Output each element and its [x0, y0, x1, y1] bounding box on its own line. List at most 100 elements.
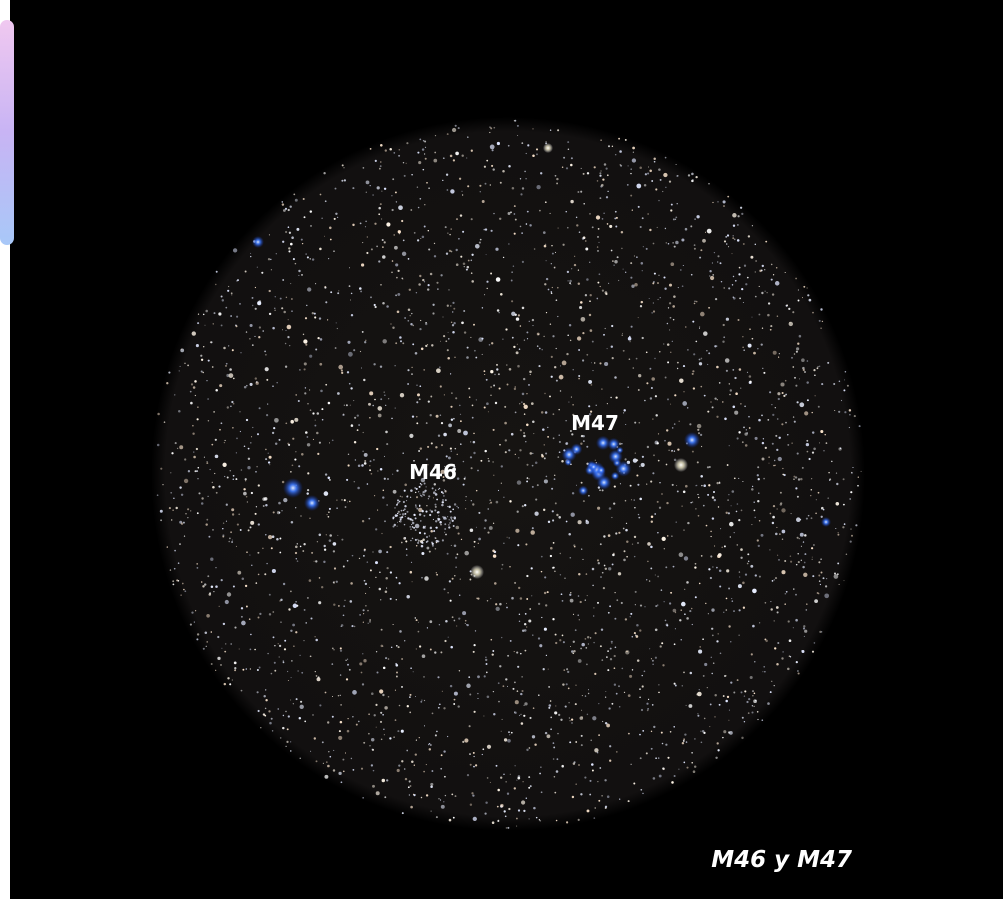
star	[525, 178, 526, 179]
star	[581, 735, 583, 737]
star	[309, 389, 310, 390]
star	[599, 172, 601, 174]
star	[211, 663, 213, 665]
object-label: M47	[571, 411, 619, 435]
star	[567, 227, 569, 229]
star	[268, 453, 269, 454]
star	[354, 441, 356, 443]
star	[658, 433, 659, 434]
star	[754, 693, 756, 695]
star	[192, 331, 196, 335]
star	[503, 774, 504, 775]
star	[310, 409, 312, 411]
star	[276, 382, 278, 384]
star	[255, 287, 256, 288]
star	[653, 777, 656, 780]
star	[466, 496, 467, 497]
star	[486, 160, 488, 162]
star	[427, 344, 428, 345]
star	[310, 258, 311, 259]
star	[521, 722, 524, 725]
star	[325, 301, 327, 303]
star	[451, 545, 452, 546]
star	[409, 289, 411, 291]
star	[573, 650, 575, 652]
star	[415, 524, 420, 529]
star	[372, 405, 374, 407]
star	[412, 538, 414, 540]
star	[520, 597, 523, 600]
star	[226, 363, 228, 365]
star	[785, 593, 787, 595]
star	[578, 764, 580, 766]
star	[434, 243, 435, 244]
star	[396, 201, 397, 202]
star	[600, 140, 601, 141]
star	[423, 169, 425, 171]
star	[193, 456, 196, 459]
star	[290, 471, 291, 472]
star	[730, 536, 731, 537]
star	[424, 490, 426, 492]
star	[306, 305, 307, 306]
star	[453, 159, 455, 161]
star	[401, 220, 403, 222]
star	[453, 418, 455, 420]
star	[233, 248, 237, 252]
star	[590, 329, 593, 332]
star	[681, 639, 682, 640]
star	[430, 510, 431, 511]
star	[232, 427, 234, 429]
star	[332, 648, 334, 650]
star	[552, 519, 554, 521]
star	[515, 700, 519, 704]
star	[290, 283, 291, 284]
star	[646, 351, 648, 353]
star	[332, 696, 333, 697]
star	[406, 548, 408, 550]
star	[668, 243, 670, 245]
star	[340, 647, 342, 649]
star	[520, 693, 522, 695]
star	[669, 329, 670, 330]
star	[415, 539, 417, 541]
star	[466, 157, 467, 158]
star	[609, 225, 612, 228]
star	[207, 461, 208, 462]
star	[501, 637, 502, 638]
star	[532, 465, 534, 467]
star	[455, 795, 457, 797]
star	[544, 592, 546, 594]
star	[347, 718, 348, 719]
star	[444, 394, 445, 395]
star	[493, 691, 494, 692]
star	[216, 492, 218, 494]
star	[521, 800, 525, 804]
star	[333, 603, 335, 605]
star	[749, 328, 751, 330]
star	[782, 651, 784, 653]
star	[379, 689, 383, 693]
star	[352, 224, 354, 226]
star	[391, 418, 393, 420]
star	[169, 507, 171, 509]
star	[578, 615, 579, 616]
star	[461, 321, 464, 324]
star	[773, 465, 775, 467]
star	[374, 714, 376, 716]
star	[421, 552, 424, 555]
star	[667, 343, 670, 346]
star	[429, 551, 431, 553]
star	[497, 142, 500, 145]
star	[493, 127, 495, 129]
star	[402, 812, 404, 814]
star	[526, 749, 528, 751]
star	[630, 195, 632, 197]
star	[717, 201, 718, 202]
star	[160, 510, 163, 513]
star	[517, 365, 520, 368]
star	[612, 260, 613, 261]
star	[356, 724, 358, 726]
star	[238, 513, 240, 515]
star	[400, 496, 401, 497]
